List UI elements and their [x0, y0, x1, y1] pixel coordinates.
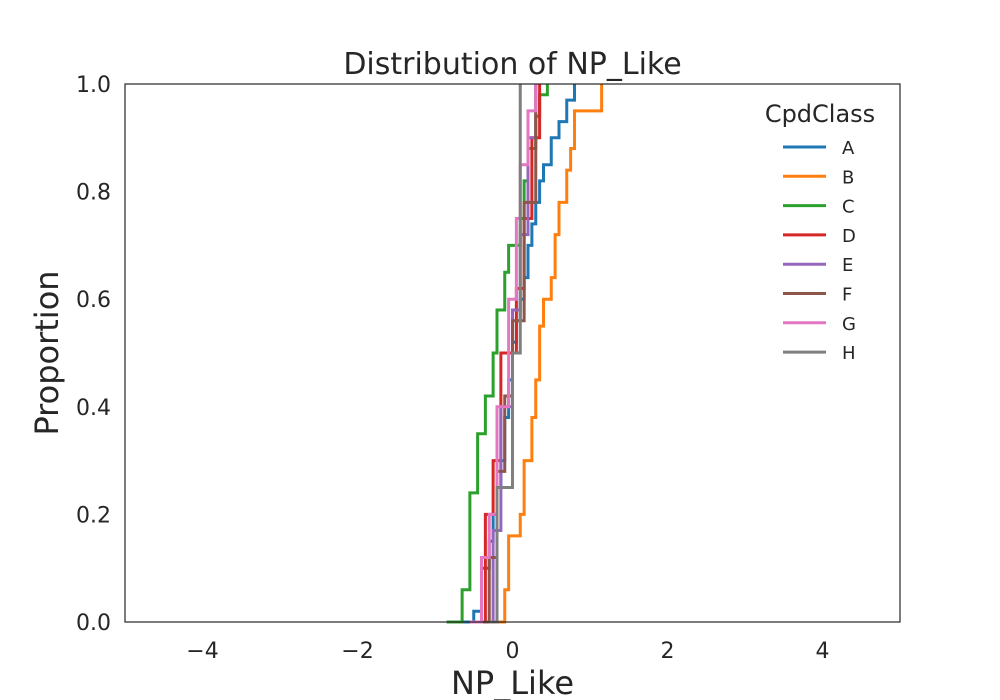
y-tick-label: 1.0	[76, 73, 111, 98]
series-line-g	[469, 84, 538, 624]
legend-label-e: E	[842, 255, 853, 276]
x-tick-label: 4	[816, 639, 830, 664]
legend-label-f: F	[842, 285, 852, 306]
x-tick-label: 2	[661, 639, 675, 664]
x-tick-label: 0	[506, 639, 520, 664]
y-tick-label: 0.8	[76, 181, 111, 206]
series-line-b	[497, 84, 604, 624]
legend-label-c: C	[842, 197, 855, 218]
y-tick-label: 0.6	[76, 288, 111, 313]
y-axis-label: Proportion	[28, 270, 66, 435]
legend-label-a: A	[842, 138, 855, 159]
x-tick-label: −4	[186, 639, 218, 664]
legend-label-d: D	[842, 226, 856, 247]
legend-label-b: B	[842, 167, 854, 188]
y-tick-label: 0.0	[76, 611, 111, 636]
y-tick-label: 0.4	[76, 396, 111, 421]
legend-title: CpdClass	[765, 100, 875, 128]
x-tick-label: −2	[341, 639, 373, 664]
chart-title: Distribution of NP_Like	[343, 47, 681, 82]
plot-area-frame	[124, 83, 901, 623]
y-tick-label: 0.2	[76, 503, 111, 528]
series-lines	[446, 84, 604, 624]
legend-label-g: G	[842, 314, 856, 335]
x-axis-label: NP_Like	[451, 664, 574, 700]
axis-ticks: −4 −2 0 2 4 0.0 0.2 0.4 0.6 0.8 1.0	[76, 73, 830, 664]
legend-label-h: H	[842, 343, 856, 364]
